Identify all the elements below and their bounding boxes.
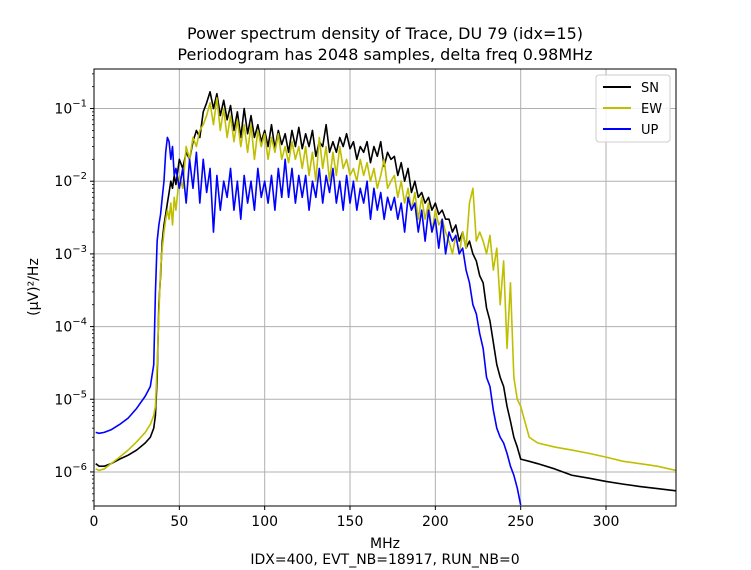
x-tick-label-3: 150	[337, 514, 364, 530]
legend: SN EW UP	[595, 74, 671, 143]
series-lines	[95, 90, 676, 506]
series-line-ew	[95, 97, 676, 472]
plot-frame	[93, 68, 677, 507]
series-line-up	[95, 136, 522, 506]
y-tick-label-0: 10−6	[54, 462, 87, 481]
legend-label-sn: SN	[641, 81, 659, 96]
chart-title-line-2: Periodogram has 2048 samples, delta freq…	[177, 45, 592, 64]
series-line-sn	[95, 90, 676, 492]
grid	[93, 69, 676, 506]
x-tick-label-4: 200	[422, 514, 449, 530]
x-tick-label-0: 0	[90, 514, 99, 530]
y-tick-label-4: 10−2	[54, 171, 87, 190]
legend-label-up: UP	[641, 123, 659, 138]
y-tick-label-5: 10−1	[54, 99, 87, 118]
x-axis-label: MHz	[370, 536, 400, 552]
y-tick-label-3: 10−3	[54, 244, 87, 263]
y-tick-label-2: 10−4	[54, 317, 87, 336]
legend-box	[595, 74, 671, 143]
legend-label-ew: EW	[641, 102, 662, 117]
y-tick-label-1: 10−5	[54, 389, 87, 408]
x-tick-label-2: 100	[251, 514, 278, 530]
x-tick-label-1: 50	[170, 514, 188, 530]
footer-text: IDX=400, EVT_NB=18917, RUN_NB=0	[250, 552, 519, 568]
y-axis-label: (µV)²/Hz	[26, 258, 42, 316]
chart-title-line-1: Power spectrum density of Trace, DU 79 (…	[187, 24, 583, 43]
y-axis-ticks: 10−6 10−5 10−4 10−3 10−2 10−1	[54, 73, 94, 502]
x-axis-ticks: 0 50 100 150 200 250 300	[90, 506, 620, 530]
x-tick-label-5: 250	[507, 514, 534, 530]
x-tick-label-6: 300	[593, 514, 620, 530]
